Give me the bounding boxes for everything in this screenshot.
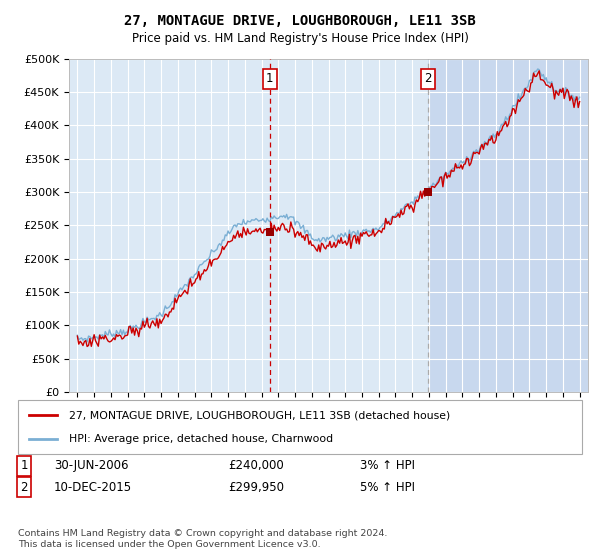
Text: 2: 2 <box>424 72 431 85</box>
Text: 27, MONTAGUE DRIVE, LOUGHBOROUGH, LE11 3SB (detached house): 27, MONTAGUE DRIVE, LOUGHBOROUGH, LE11 3… <box>69 410 450 421</box>
Text: 30-JUN-2006: 30-JUN-2006 <box>54 459 128 473</box>
Text: Contains HM Land Registry data © Crown copyright and database right 2024.
This d: Contains HM Land Registry data © Crown c… <box>18 529 388 549</box>
Text: 2: 2 <box>20 480 28 494</box>
Text: £299,950: £299,950 <box>228 480 284 494</box>
Text: 1: 1 <box>266 72 274 85</box>
Text: 1: 1 <box>20 459 28 473</box>
Text: 3% ↑ HPI: 3% ↑ HPI <box>360 459 415 473</box>
Text: £240,000: £240,000 <box>228 459 284 473</box>
Text: 27, MONTAGUE DRIVE, LOUGHBOROUGH, LE11 3SB: 27, MONTAGUE DRIVE, LOUGHBOROUGH, LE11 3… <box>124 14 476 28</box>
Text: 10-DEC-2015: 10-DEC-2015 <box>54 480 132 494</box>
Text: 5% ↑ HPI: 5% ↑ HPI <box>360 480 415 494</box>
Text: Price paid vs. HM Land Registry's House Price Index (HPI): Price paid vs. HM Land Registry's House … <box>131 32 469 45</box>
Text: HPI: Average price, detached house, Charnwood: HPI: Average price, detached house, Char… <box>69 433 333 444</box>
Bar <box>428 59 588 392</box>
